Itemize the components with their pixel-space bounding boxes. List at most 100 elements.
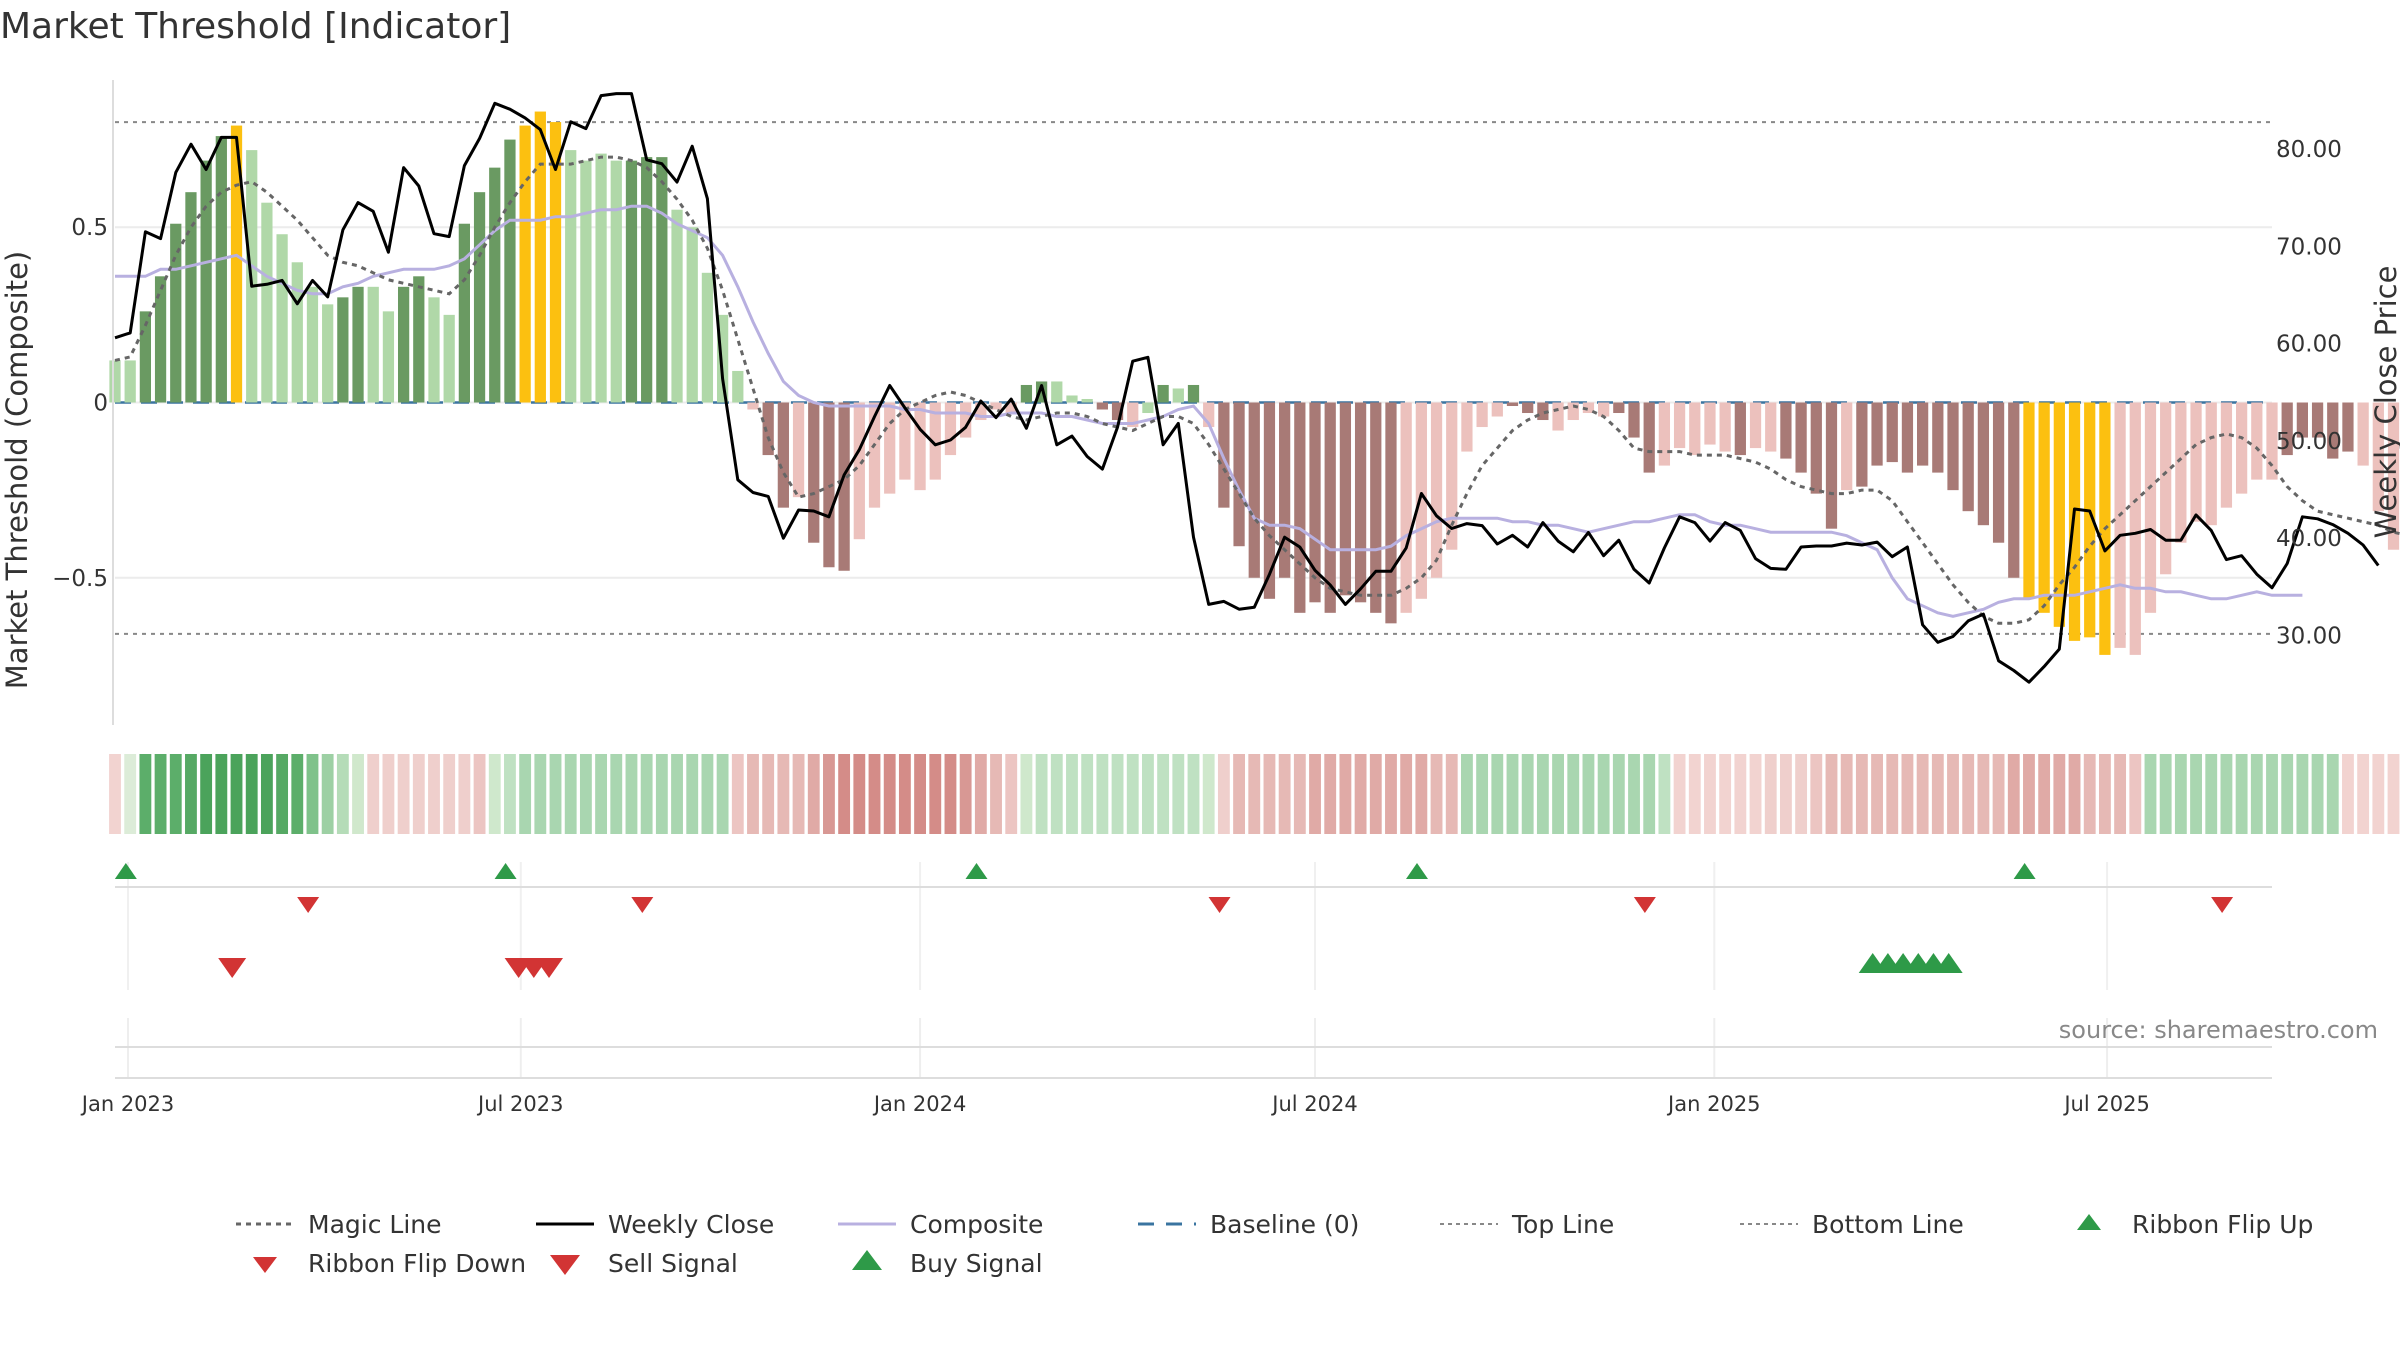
composite-bar xyxy=(1263,402,1276,599)
ribbon-cell xyxy=(1202,754,1215,834)
composite-bar xyxy=(458,223,470,403)
legend-swatch xyxy=(550,1255,580,1275)
weekly-close-line xyxy=(114,92,2380,684)
composite-bar xyxy=(1719,402,1731,452)
composite-bar xyxy=(868,402,881,508)
y-right-label: Weekly Close Price xyxy=(2369,266,2400,539)
composite-bar xyxy=(1977,402,1990,526)
ribbon-cell xyxy=(1916,754,1929,834)
composite-bar xyxy=(1871,402,1883,466)
ribbon-cell xyxy=(853,754,866,834)
composite-bar xyxy=(1309,402,1321,603)
ribbon-cell xyxy=(2007,754,2020,834)
ribbon-cell xyxy=(2038,754,2051,834)
ribbon-cell xyxy=(1081,754,1094,834)
composite-bar xyxy=(1248,402,1260,578)
ribbon-cell xyxy=(838,754,851,834)
composite-bar xyxy=(1354,402,1367,603)
composite-bar xyxy=(853,402,865,540)
composite-bar xyxy=(504,139,516,403)
ribbon-cell xyxy=(2387,754,2400,834)
legend-swatch xyxy=(253,1257,277,1273)
composite-bar xyxy=(2311,402,2324,438)
composite-line xyxy=(115,204,2303,618)
series-lines xyxy=(114,92,2400,684)
composite-bar xyxy=(2129,402,2141,655)
composite-bar xyxy=(2144,402,2157,613)
ribbon-flip-down-marker xyxy=(631,897,654,913)
composite-bar xyxy=(1370,402,1382,613)
composite-bar xyxy=(1917,402,1929,466)
composite-bar xyxy=(990,402,1002,410)
ribbon-cell xyxy=(610,754,623,834)
composite-bar xyxy=(473,192,486,403)
composite-bar xyxy=(1673,402,1686,449)
ribbon-cell xyxy=(1278,754,1291,834)
composite-bar xyxy=(2296,402,2309,438)
ribbon-cell xyxy=(2357,754,2370,834)
ribbon-cell xyxy=(2144,754,2157,834)
ribbon-cell xyxy=(245,754,258,834)
legend-label: Sell Signal xyxy=(608,1249,738,1278)
y-right-tick-label: 40.00 xyxy=(2276,526,2342,552)
axes: 0.5 0 −0.5 30.00 40.00 50.00 60.00 70.00 80.00 Ja… xyxy=(52,80,2342,1116)
ribbon-flip-down-marker xyxy=(2211,897,2234,913)
ribbon-cell xyxy=(1415,754,1428,834)
ribbon-cell xyxy=(974,754,987,834)
composite-bar xyxy=(1643,402,1655,473)
composite-bar xyxy=(1734,402,1746,456)
signal-markers xyxy=(218,953,1963,978)
composite-bar xyxy=(1901,402,1914,473)
ribbon-cell xyxy=(990,754,1002,834)
ribbon-cell xyxy=(929,754,942,834)
ribbon-strip xyxy=(109,754,2400,834)
composite-bar xyxy=(1172,388,1184,403)
ribbon-cell xyxy=(1263,754,1276,834)
ribbon-cell xyxy=(898,754,911,834)
ribbon-cell xyxy=(1536,754,1549,834)
composite-bar xyxy=(2251,402,2263,480)
ribbon-cell xyxy=(1734,754,1747,834)
composite-bar xyxy=(1066,395,1078,403)
composite-bar xyxy=(1841,402,1853,491)
ribbon-cell xyxy=(883,754,896,834)
ribbon-cell xyxy=(595,754,608,834)
composite-bar xyxy=(382,311,395,403)
composite-bar xyxy=(808,402,820,543)
composite-bar xyxy=(732,370,744,403)
ribbon-cell xyxy=(1005,754,1018,834)
legend-item: Bottom Line xyxy=(1740,1210,1964,1239)
source-note: source: sharemaestro.com xyxy=(2059,1016,2378,1044)
ribbon-cell xyxy=(124,754,137,834)
ribbon-cell xyxy=(1795,754,1808,834)
ribbon-cell xyxy=(169,754,182,834)
legend-item: Composite xyxy=(838,1210,1043,1239)
ribbon-cell xyxy=(519,754,532,834)
composite-bar xyxy=(686,227,698,403)
ribbon-cell xyxy=(1719,754,1732,834)
ribbon-cell xyxy=(625,754,638,834)
ribbon-cell xyxy=(139,754,152,834)
x-tick-label: Jan 2024 xyxy=(872,1092,967,1116)
ribbon-cell xyxy=(1597,754,1610,834)
composite-bar xyxy=(352,286,364,403)
y-right-tick-label: 60.00 xyxy=(2276,332,2342,358)
ribbon-cell xyxy=(1764,754,1777,834)
y-right-tick-label: 30.00 xyxy=(2276,623,2342,649)
composite-bar xyxy=(975,402,987,421)
ribbon-cell xyxy=(2205,754,2218,834)
y-right-tick-label: 80.00 xyxy=(2276,137,2342,163)
ribbon-flip-down-marker xyxy=(1633,897,1656,913)
composite-bar xyxy=(823,402,835,568)
ribbon-cell xyxy=(2266,754,2278,834)
composite-bar xyxy=(565,150,577,403)
composite-bar xyxy=(1689,402,1701,456)
ribbon-cell xyxy=(321,754,334,834)
ribbon-cell xyxy=(2083,754,2096,834)
legend-label: Ribbon Flip Up xyxy=(2132,1210,2313,1239)
ribbon-cell xyxy=(1233,754,1245,834)
composite-bar xyxy=(1932,402,1944,473)
ribbon-flip-markers xyxy=(114,863,2234,913)
composite-bar xyxy=(1992,402,2005,543)
composite-bar xyxy=(1962,402,1974,512)
